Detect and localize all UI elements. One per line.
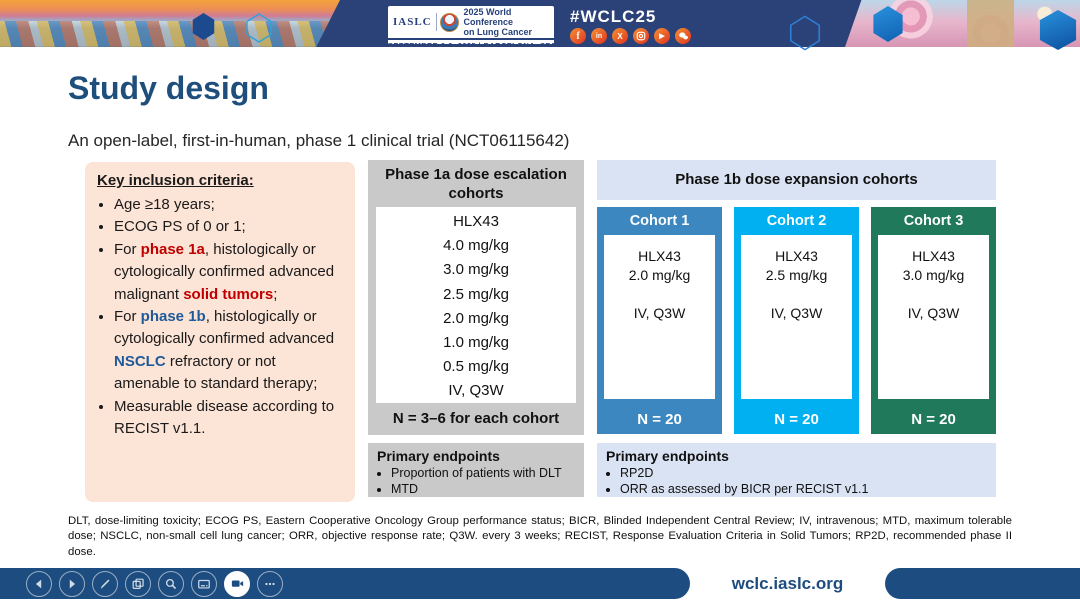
endpoint-item: ORR as assessed by BICR per RECIST v1.1	[620, 482, 987, 498]
phase-1a-cohort-size: N = 3–6 for each cohort	[392, 410, 560, 427]
cohort-schedule: IV, Q3W	[633, 305, 686, 321]
dose-level: 2.0 mg/kg	[443, 309, 509, 327]
logo-divider	[435, 13, 437, 31]
hexagon-decoration	[873, 6, 903, 42]
cohort-2-size: N = 20	[774, 411, 819, 428]
dose-level: HLX43	[453, 213, 499, 230]
arrow-left-icon	[35, 579, 42, 588]
cohort-3-label: Cohort 3	[903, 213, 964, 229]
pen-icon	[100, 579, 110, 589]
endpoint-item: MTD	[391, 482, 575, 498]
dose-level: 3.0 mg/kg	[443, 261, 509, 279]
video-camera-icon	[231, 580, 243, 587]
endpoint-item: RP2D	[620, 466, 987, 482]
endpoints-heading: Primary endpoints	[606, 448, 729, 464]
ellipsis-icon	[265, 582, 275, 585]
iaslc-logo-panel: IASLC 2025 World Conference on Lung Canc…	[388, 6, 554, 44]
page-subtitle: An open-label, first-in-human, phase 1 c…	[68, 131, 570, 150]
hexagon-outline-decoration	[246, 13, 272, 43]
inclusion-bullet-list: Age ≥18 years; ECOG PS of 0 or 1; For ph…	[97, 194, 343, 440]
cohort-3-regimen: HLX43 3.0 mg/kg IV, Q3W	[878, 235, 989, 399]
cohort-schedule: IV, Q3W	[770, 305, 823, 321]
inclusion-bullet: Measurable disease according to RECIST v…	[114, 396, 343, 441]
annotate-pen-button[interactable]	[92, 570, 118, 597]
endpoint-item: Proportion of patients with DLT	[391, 466, 575, 482]
cohort-dose: 2.5 mg/kg	[765, 267, 828, 283]
cohort-1-label: Cohort 1	[629, 213, 690, 229]
cohort-drug: HLX43	[912, 248, 955, 264]
wechat-icon[interactable]	[675, 28, 691, 44]
viewer-toolbar	[0, 568, 690, 599]
facebook-icon[interactable]: f	[570, 28, 586, 44]
dose-level: 2.5 mg/kg	[443, 285, 509, 303]
cohort-2-regimen: HLX43 2.5 mg/kg IV, Q3W	[741, 235, 852, 399]
phase-1b-cohorts-row: Cohort 1 HLX43 2.0 mg/kg IV, Q3W N = 20 …	[597, 207, 996, 434]
inclusion-bullet: ECOG PS of 0 or 1;	[114, 216, 343, 238]
phase-1a-dose-list: HLX43 4.0 mg/kg 3.0 mg/kg 2.5 mg/kg 2.0 …	[376, 207, 576, 403]
cohort-dose: 2.0 mg/kg	[628, 267, 691, 283]
cohort-drug: HLX43	[775, 248, 818, 264]
endpoints-list: Proportion of patients with DLT MTD	[377, 466, 575, 497]
zoom-button[interactable]	[158, 570, 184, 597]
conference-hashtag: #WCLC25	[570, 7, 657, 26]
slides-icon	[132, 578, 144, 589]
youtube-icon[interactable]: ▶	[654, 28, 670, 44]
cohort-1-size: N = 20	[637, 411, 682, 428]
iaslc-wordmark: IASLC	[393, 16, 432, 28]
cohort-drug: HLX43	[638, 248, 681, 264]
captions-button[interactable]	[191, 570, 217, 597]
hexagon-decoration	[192, 13, 215, 40]
magnifier-icon	[165, 578, 177, 589]
inclusion-bullet: For phase 1b, histologically or cytologi…	[114, 306, 343, 396]
hexagon-outline-decoration	[789, 15, 821, 51]
conference-banner: IASLC 2025 World Conference on Lung Canc…	[0, 0, 1080, 51]
dose-level: 4.0 mg/kg	[443, 237, 509, 255]
cohort-2-label: Cohort 2	[766, 213, 827, 229]
phase-1a-dose-escalation-box: Phase 1a dose escalation cohorts HLX43 4…	[368, 160, 584, 435]
dose-level: 1.0 mg/kg	[443, 334, 509, 352]
conference-url: wclc.iaslc.org	[731, 573, 844, 593]
barcelona-park-guell-photo	[0, 0, 340, 47]
next-slide-button[interactable]	[59, 570, 85, 597]
previous-slide-button[interactable]	[26, 570, 52, 597]
cohort-schedule: IV, Q3W	[907, 305, 960, 321]
inclusion-bullet: Age ≥18 years;	[114, 194, 343, 216]
key-inclusion-criteria-box: Key inclusion criteria: Age ≥18 years; E…	[85, 162, 355, 502]
conference-date-location: SEPTEMBER 6-9, 2025 | BARCELONA, SPAIN	[388, 38, 554, 44]
camera-button[interactable]	[224, 570, 250, 597]
dose-schedule: IV, Q3W	[448, 382, 504, 400]
cohort-2-box: Cohort 2 HLX43 2.5 mg/kg IV, Q3W N = 20	[734, 207, 859, 434]
cohort-3-box: Cohort 3 HLX43 3.0 mg/kg IV, Q3W N = 20	[871, 207, 996, 434]
instagram-icon[interactable]	[633, 28, 649, 44]
phase-1a-heading: Phase 1a dose escalation cohorts	[385, 166, 567, 202]
linkedin-icon[interactable]: in	[591, 28, 607, 44]
endpoints-list: RP2D ORR as assessed by BICR per RECIST …	[606, 466, 987, 497]
cohort-3-size: N = 20	[911, 411, 956, 428]
bottom-bar-decoration	[885, 568, 1080, 599]
abbreviations-footnote: DLT, dose-limiting toxicity; ECOG PS, Ea…	[68, 515, 1012, 558]
phase-1b-heading: Phase 1b dose expansion cohorts	[597, 160, 996, 200]
cohort-dose: 3.0 mg/kg	[902, 267, 965, 283]
inclusion-heading: Key inclusion criteria:	[97, 172, 254, 189]
cohort-1-regimen: HLX43 2.0 mg/kg IV, Q3W	[604, 235, 715, 399]
x-twitter-icon[interactable]: X	[612, 28, 628, 44]
conference-name: 2025 World Conference on Lung Cancer	[463, 7, 532, 37]
arrow-right-icon	[69, 579, 76, 588]
endpoints-heading: Primary endpoints	[377, 448, 500, 464]
slide-panel-button[interactable]	[125, 570, 151, 597]
cohort-1-box: Cohort 1 HLX43 2.0 mg/kg IV, Q3W N = 20	[597, 207, 722, 434]
more-options-button[interactable]	[257, 570, 283, 597]
social-icons-row: f in X ▶	[570, 28, 691, 44]
iaslc-emblem-logo	[440, 12, 460, 32]
phase-1a-primary-endpoints-box: Primary endpoints Proportion of patients…	[368, 443, 584, 497]
dose-level: 0.5 mg/kg	[443, 358, 509, 376]
captions-icon	[198, 579, 210, 589]
page-title: Study design	[68, 70, 269, 106]
phase-1b-primary-endpoints-box: Primary endpoints RP2D ORR as assessed b…	[597, 443, 996, 497]
inclusion-bullet: For phase 1a, histologically or cytologi…	[114, 239, 343, 306]
